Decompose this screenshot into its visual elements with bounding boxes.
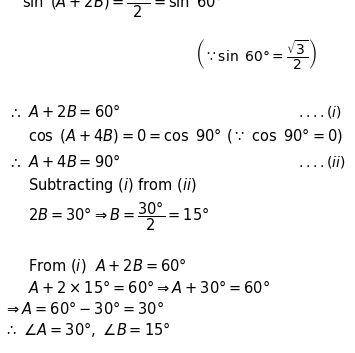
Text: $\therefore\ \angle A = 30°,\ \angle B = 15°$: $\therefore\ \angle A = 30°,\ \angle B =… bbox=[4, 320, 170, 339]
Text: $\left(\because \sin\ 60° = \dfrac{\sqrt{3}}{2}\right)$: $\left(\because \sin\ 60° = \dfrac{\sqrt… bbox=[195, 37, 317, 71]
Text: $....(ii)$: $....(ii)$ bbox=[298, 154, 346, 170]
Text: Subtracting $(i)$ from $(ii)$: Subtracting $(i)$ from $(ii)$ bbox=[28, 176, 197, 195]
Text: $2B = 30°\Rightarrow B = \dfrac{30°}{2} = 15°$: $2B = 30°\Rightarrow B = \dfrac{30°}{2} … bbox=[28, 199, 209, 233]
Text: $A + 2B = 60°$: $A + 2B = 60°$ bbox=[28, 103, 120, 120]
Text: $\therefore$: $\therefore$ bbox=[8, 105, 22, 120]
Text: $\therefore$: $\therefore$ bbox=[8, 155, 22, 170]
Text: $....(i)$: $....(i)$ bbox=[298, 104, 342, 120]
Text: $\cos\ (A + 4B) = 0 = \cos\ 90°\ (\because\ \cos\ 90° = 0)$: $\cos\ (A + 4B) = 0 = \cos\ 90°\ (\becau… bbox=[28, 126, 343, 145]
Text: $\sin\ (A + 2B) = \dfrac{\sqrt{3}}{2} = \sin\ 60°$: $\sin\ (A + 2B) = \dfrac{\sqrt{3}}{2} = … bbox=[22, 0, 223, 20]
Text: From $(i)$  $A + 2B = 60°$: From $(i)$ $A + 2B = 60°$ bbox=[28, 256, 187, 275]
Text: $\Rightarrow A = 60° - 30° = 30°$: $\Rightarrow A = 60° - 30° = 30°$ bbox=[4, 300, 164, 317]
Text: $A + 4B = 90°$: $A + 4B = 90°$ bbox=[28, 153, 120, 170]
Text: $A + 2 \times 15° = 60°\Rightarrow A + 30° = 60°$: $A + 2 \times 15° = 60°\Rightarrow A + 3… bbox=[28, 279, 270, 296]
